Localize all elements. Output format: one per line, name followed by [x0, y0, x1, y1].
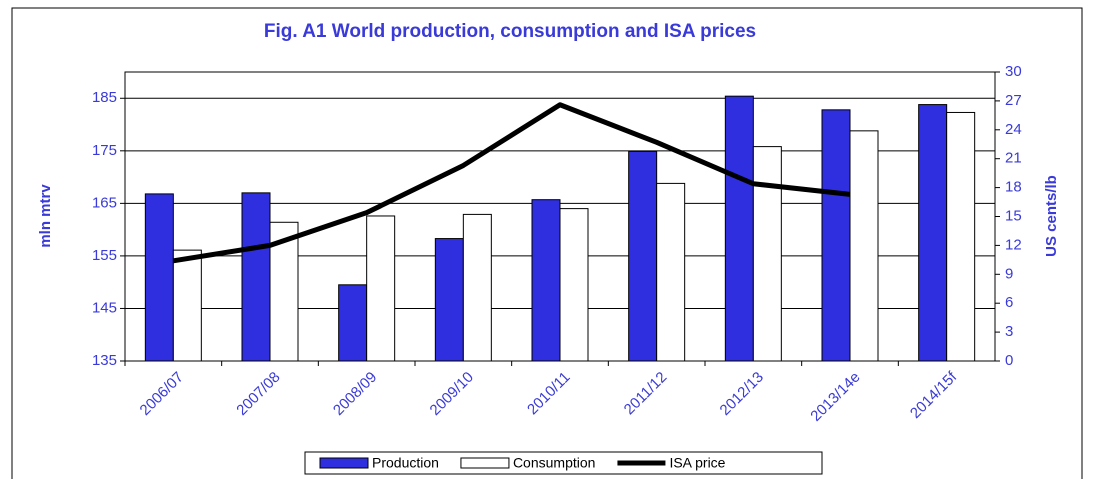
y2-tick-label: 9: [1005, 265, 1013, 282]
bar: [946, 111, 976, 362]
bar: [531, 199, 561, 362]
bar: [918, 104, 948, 362]
legend-swatch: [319, 457, 369, 469]
legend-label: Production: [372, 455, 439, 471]
line: [172, 102, 851, 264]
bar: [628, 150, 658, 362]
y-tick-label: 155: [92, 247, 117, 264]
bar: [144, 193, 174, 362]
x-tick-label: 2010/11: [524, 369, 574, 419]
bar: [241, 192, 271, 362]
legend-swatch: [460, 457, 510, 469]
x-tick-label: 2008/09: [330, 369, 380, 419]
x-tick-label: 2014/15f: [907, 368, 961, 422]
bar: [366, 215, 396, 362]
bar: [656, 182, 686, 362]
y-tick-label: 135: [92, 352, 117, 369]
y2-tick-label: 30: [1005, 63, 1022, 80]
y2-tick-label: 0: [1005, 352, 1013, 369]
x-tick-label: 2011/12: [621, 369, 671, 419]
chart-title: Fig. A1 World production, consumption an…: [264, 21, 756, 42]
bar: [849, 130, 879, 362]
legend-box: [304, 451, 823, 475]
x-tick-label: 2012/13: [717, 369, 767, 419]
bar: [821, 109, 851, 362]
bar: [752, 146, 782, 362]
y-tick-label: 145: [92, 299, 117, 316]
legend-label: ISA price: [669, 455, 725, 471]
frame: [11, 7, 1083, 479]
y-tick-label: 175: [92, 142, 117, 159]
y2-tick-label: 21: [1005, 150, 1022, 167]
y2-tick-label: 27: [1005, 92, 1022, 109]
y2-tick-label: 6: [1005, 294, 1013, 311]
y2-tick-label: 3: [1005, 323, 1013, 340]
bar: [724, 95, 754, 362]
bar: [559, 208, 589, 362]
x-tick-label: 2007/08: [233, 369, 283, 419]
y2-tick-label: 24: [1005, 121, 1022, 138]
legend-label: Consumption: [513, 455, 596, 471]
bar: [462, 213, 492, 362]
x-tick-label: 2009/10: [427, 369, 477, 419]
y-tick-label: 165: [92, 194, 117, 211]
y2-axis-title: US cents/lb: [1043, 175, 1060, 257]
y2-tick-label: 15: [1005, 207, 1022, 224]
y2-tick-label: 18: [1005, 179, 1022, 196]
y-axis-title: mln mtrv: [37, 184, 54, 248]
bar: [172, 249, 202, 362]
y2-tick-label: 12: [1005, 236, 1022, 253]
y-tick-label: 185: [92, 89, 117, 106]
bar: [434, 238, 464, 362]
x-tick-label: 2013/14e: [807, 369, 863, 425]
bar: [338, 284, 368, 362]
x-tick-label: 2006/07: [137, 369, 187, 419]
